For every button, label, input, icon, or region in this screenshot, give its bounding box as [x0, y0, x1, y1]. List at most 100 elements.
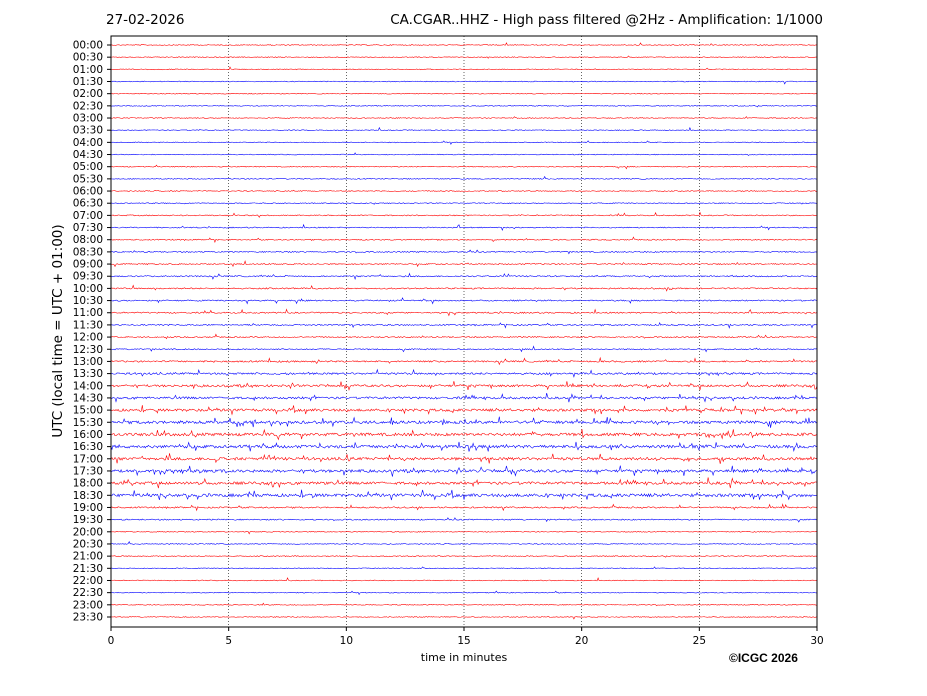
y-tick-label: 21:30 [73, 563, 103, 575]
y-tick-label: 16:30 [73, 441, 103, 453]
y-tick-label: 00:30 [73, 52, 103, 64]
y-tick-label: 23:30 [73, 611, 103, 623]
chart-title: CA.CGAR..HHZ - High pass filtered @2Hz -… [390, 12, 823, 28]
trace-line-0800 [110, 236, 818, 244]
trace-line-1100 [110, 308, 818, 317]
y-tick-label: 11:00 [73, 307, 103, 319]
trace-line-1300 [110, 356, 818, 366]
trace-line-1830 [110, 489, 818, 501]
y-tick-label: 22:00 [73, 575, 103, 587]
trace-lines [110, 42, 818, 620]
trace-line-1230 [110, 345, 818, 353]
y-tick-label: 12:00 [73, 332, 103, 344]
y-tick-label: 11:30 [73, 319, 103, 331]
y-tick-label: 19:30 [73, 514, 103, 526]
trace-line-1600 [110, 428, 818, 441]
trace-line-1130 [110, 321, 818, 329]
trace-line-1530 [110, 416, 818, 428]
y-tick-label: 15:30 [73, 417, 103, 429]
x-axis-label: time in minutes [420, 651, 508, 664]
y-tick-label: 05:30 [73, 173, 103, 185]
trace-line-0730 [110, 223, 818, 231]
y-tick-label: 09:30 [73, 271, 103, 283]
copyright-notice: ©ICGC 2026 [729, 651, 798, 665]
trace-line-2000 [110, 531, 818, 535]
trace-line-1200 [110, 333, 818, 340]
x-tick-label: 5 [225, 635, 232, 647]
y-tick-label: 07:30 [73, 222, 103, 234]
y-tick-label: 03:30 [73, 125, 103, 137]
y-tick-label: 18:00 [73, 478, 103, 490]
y-tick-label: 08:30 [73, 246, 103, 258]
y-tick-label: 14:30 [73, 392, 103, 404]
trace-line-1000 [110, 284, 818, 292]
y-tick-label: 12:30 [73, 344, 103, 356]
y-tick-label: 14:00 [73, 380, 103, 392]
trace-line-0830 [110, 249, 818, 255]
y-tick-label: 21:00 [73, 551, 103, 563]
y-tick-label: 08:00 [73, 234, 103, 246]
trace-line-2300 [110, 602, 818, 607]
y-tick-label: 17:00 [73, 453, 103, 465]
x-tick-label: 30 [810, 635, 823, 647]
y-tick-label: 02:30 [73, 100, 103, 112]
trace-line-1800 [110, 477, 818, 489]
trace-line-0130 [110, 80, 818, 85]
x-tick-label: 20 [575, 635, 588, 647]
trace-line-0330 [110, 126, 818, 132]
trace-line-2100 [110, 555, 818, 558]
y-tick-label: 20:00 [73, 526, 103, 538]
y-tick-label: 04:30 [73, 149, 103, 161]
axes-frame [110, 35, 818, 628]
x-tick-label: 10 [340, 635, 353, 647]
trace-line-0530 [110, 175, 818, 180]
trace-line-0430 [110, 152, 818, 156]
axis-ticks: 0 5 10 15 20 25 30 00:0000:3001:0001:3002:0002:… [73, 40, 824, 648]
trace-line-1900 [110, 503, 818, 512]
trace-line-1030 [110, 297, 818, 305]
y-tick-label: 16:00 [73, 429, 103, 441]
trace-line-0000 [110, 42, 818, 46]
trace-line-1430 [110, 393, 818, 403]
y-tick-label: 13:30 [73, 368, 103, 380]
trace-line-0100 [110, 66, 818, 71]
trace-line-0300 [110, 116, 818, 119]
trace-line-0630 [110, 202, 818, 205]
trace-line-1700 [110, 453, 818, 464]
y-tick-label: 23:00 [73, 599, 103, 611]
y-tick-label: 06:00 [73, 186, 103, 198]
y-tick-label: 01:30 [73, 76, 103, 88]
y-tick-label: 02:00 [73, 88, 103, 100]
trace-line-2030 [110, 541, 818, 545]
trace-line-0230 [110, 105, 818, 108]
y-tick-label: 13:00 [73, 356, 103, 368]
trace-line-2230 [110, 590, 818, 596]
trace-line-2330 [110, 616, 818, 620]
y-tick-label: 00:00 [73, 40, 103, 52]
x-tick-label: 0 [108, 635, 115, 647]
y-tick-label: 10:30 [73, 295, 103, 307]
y-tick-label: 18:30 [73, 490, 103, 502]
trace-line-1400 [110, 381, 818, 391]
y-tick-label: 19:00 [73, 502, 103, 514]
y-tick-label: 03:00 [73, 113, 103, 125]
trace-line-0600 [110, 189, 818, 192]
y-axis-label: UTC (local time = UTC + 01:00) [50, 224, 66, 438]
y-tick-label: 06:30 [73, 198, 103, 210]
trace-line-0200 [110, 92, 818, 95]
y-tick-label: 17:30 [73, 465, 103, 477]
chart-date: 27-02-2026 [106, 12, 185, 28]
y-tick-label: 10:00 [73, 283, 103, 295]
trace-line-1500 [110, 405, 818, 416]
y-tick-label: 07:00 [73, 210, 103, 222]
x-tick-label: 15 [457, 635, 470, 647]
y-tick-label: 09:00 [73, 259, 103, 271]
trace-line-0900 [110, 260, 818, 268]
trace-line-0930 [110, 272, 818, 281]
grid-lines [228, 36, 700, 627]
trace-line-1930 [110, 517, 818, 523]
trace-line-0500 [110, 164, 818, 170]
trace-line-1730 [110, 465, 818, 477]
trace-line-2130 [110, 566, 818, 570]
